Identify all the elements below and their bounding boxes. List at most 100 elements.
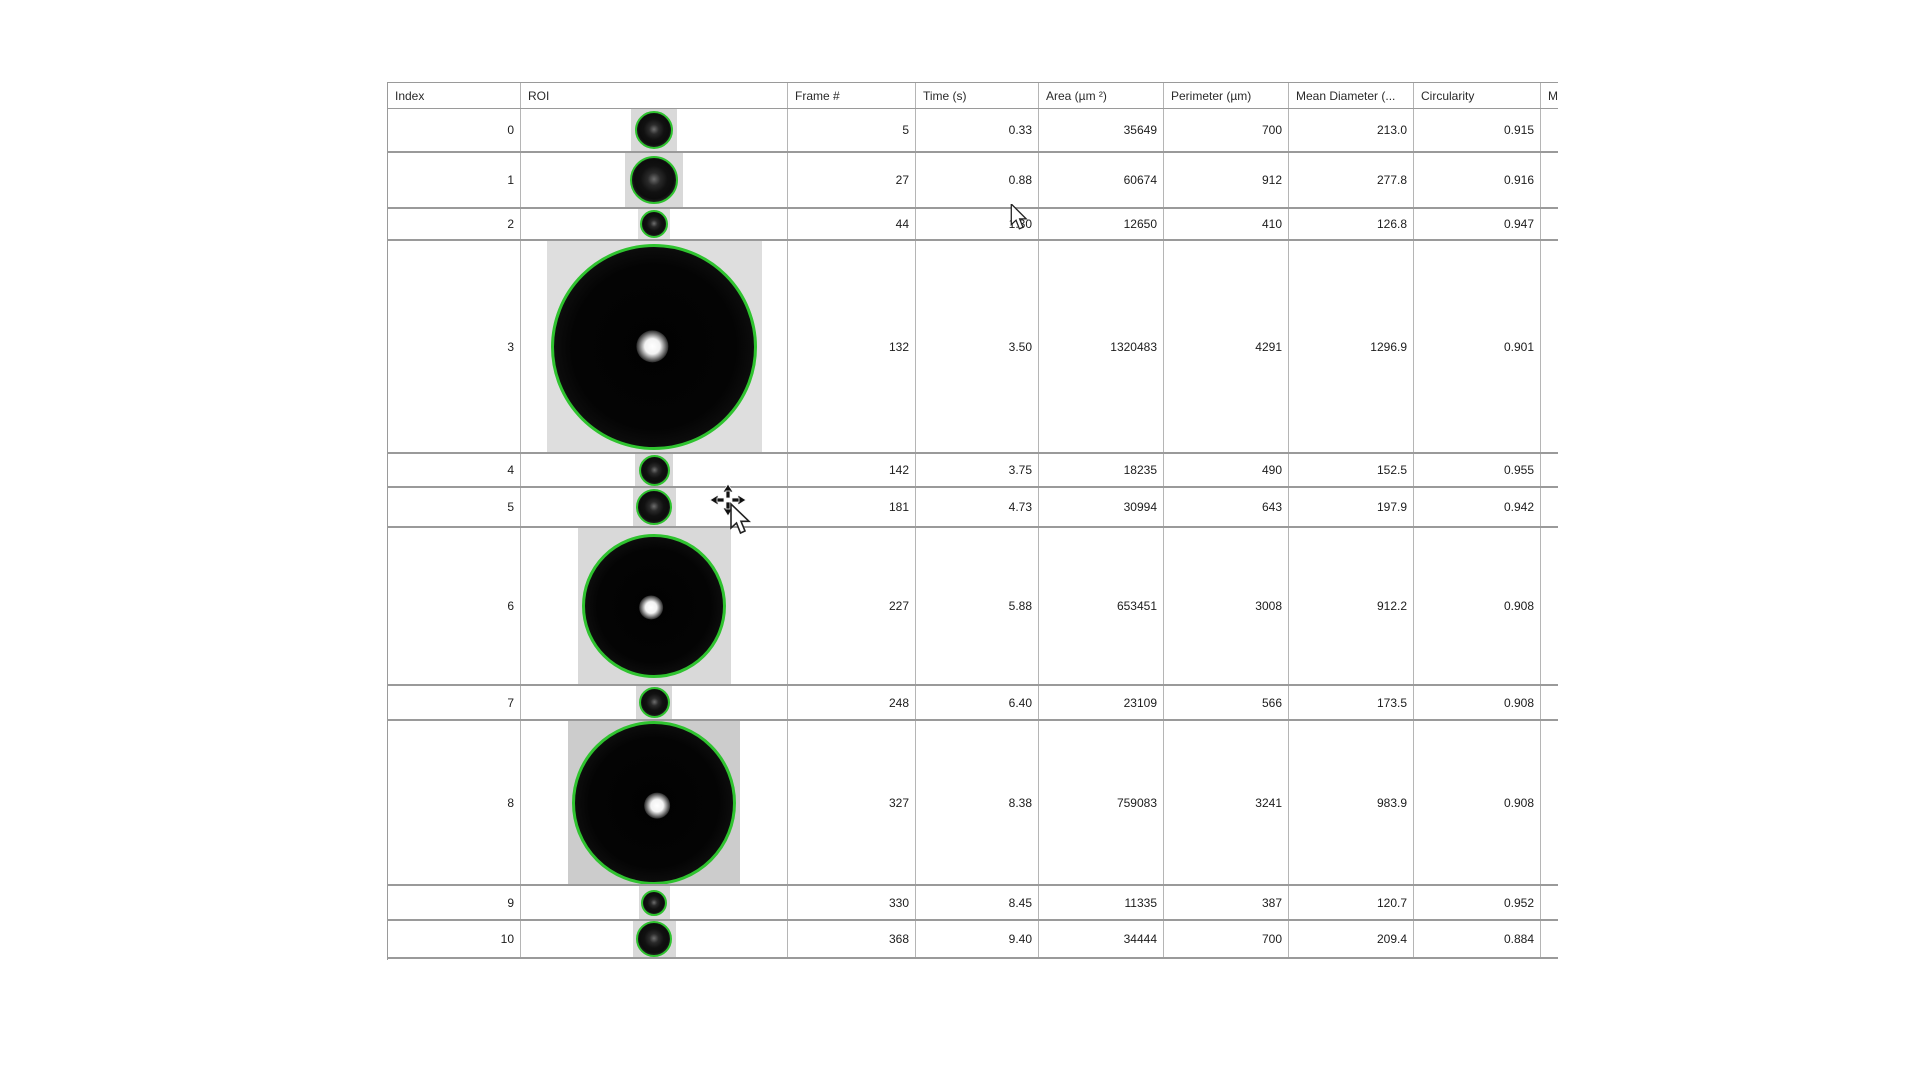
cell-m (1541, 686, 1558, 719)
cell-perimeter: 912 (1164, 153, 1289, 207)
table-row[interactable]: 7 248 6.40 23109 566 173.5 0.908 (388, 686, 1558, 721)
column-header-perimeter[interactable]: Perimeter (µm) (1164, 83, 1289, 108)
cell-perimeter: 490 (1164, 454, 1289, 486)
cell-circularity: 0.901 (1414, 241, 1541, 452)
cell-time: 0.88 (916, 153, 1039, 207)
cell-index: 0 (388, 109, 521, 151)
droplet-roi-image (638, 454, 670, 486)
cell-circularity: 0.952 (1414, 886, 1541, 919)
cell-circularity: 0.908 (1414, 528, 1541, 684)
cell-mean-diameter: 209.4 (1289, 921, 1414, 957)
cell-index: 1 (388, 153, 521, 207)
cell-roi (521, 528, 788, 684)
cell-area: 35649 (1039, 109, 1164, 151)
cell-mean-diameter: 152.5 (1289, 454, 1414, 486)
table-row[interactable]: 5 181 4.73 30994 643 197.9 0.942 (388, 488, 1558, 528)
droplet-roi-image (636, 921, 672, 957)
roi-thumbnail (546, 241, 762, 452)
cell-roi (521, 886, 788, 919)
cell-perimeter: 3241 (1164, 721, 1289, 884)
cell-perimeter: 566 (1164, 686, 1289, 719)
cell-frame: 248 (788, 686, 916, 719)
column-header-m-truncated[interactable]: M (1548, 88, 1558, 103)
cell-frame: 5 (788, 109, 916, 151)
cell-m (1541, 454, 1558, 486)
cell-perimeter: 700 (1164, 921, 1289, 957)
cell-m (1541, 241, 1558, 452)
cell-perimeter: 410 (1164, 209, 1289, 239)
column-header-area[interactable]: Area (µm ²) (1039, 83, 1164, 108)
cell-roi (521, 209, 788, 239)
cell-time: 3.75 (916, 454, 1039, 486)
cell-roi (521, 686, 788, 719)
table-row[interactable]: 1 27 0.88 60674 912 277.8 0.916 (388, 153, 1558, 209)
droplet-roi-image (638, 687, 670, 718)
cell-area: 1320483 (1039, 241, 1164, 452)
cell-time: 8.45 (916, 886, 1039, 919)
cell-roi (521, 721, 788, 884)
cell-area: 34444 (1039, 921, 1164, 957)
cell-m (1541, 109, 1558, 151)
cell-mean-diameter: 213.0 (1289, 109, 1414, 151)
cell-mean-diameter: 120.7 (1289, 886, 1414, 919)
cell-area: 12650 (1039, 209, 1164, 239)
cell-circularity: 0.908 (1414, 686, 1541, 719)
roi-thumbnail (568, 721, 740, 884)
table-row[interactable]: 10 368 9.40 34444 700 209.4 0.884 (388, 921, 1558, 959)
table-row[interactable]: 6 227 5.88 653451 3008 912.2 0.908 (388, 528, 1558, 686)
cell-roi (521, 488, 788, 526)
cell-circularity: 0.947 (1414, 209, 1541, 239)
column-header-roi[interactable]: ROI (521, 83, 788, 108)
cell-mean-diameter: 197.9 (1289, 488, 1414, 526)
droplet-roi-image (635, 111, 673, 149)
table-row[interactable]: 4 142 3.75 18235 490 152.5 0.955 (388, 454, 1558, 488)
cell-perimeter: 4291 (1164, 241, 1289, 452)
cell-mean-diameter: 173.5 (1289, 686, 1414, 719)
cell-mean-diameter: 277.8 (1289, 153, 1414, 207)
cell-perimeter: 3008 (1164, 528, 1289, 684)
cell-frame: 44 (788, 209, 916, 239)
cell-time: 9.40 (916, 921, 1039, 957)
cell-perimeter: 700 (1164, 109, 1289, 151)
cell-circularity: 0.908 (1414, 721, 1541, 884)
cell-frame: 132 (788, 241, 916, 452)
table-row[interactable]: 9 330 8.45 11335 387 120.7 0.952 (388, 886, 1558, 921)
table-row[interactable]: 0 5 0.33 35649 700 213.0 0.915 (388, 109, 1558, 153)
cell-area: 653451 (1039, 528, 1164, 684)
cell-frame: 327 (788, 721, 916, 884)
table-row[interactable]: 3 132 3.50 1320483 4291 1296.9 0.901 (388, 241, 1558, 454)
roi-thumbnail (631, 109, 677, 151)
cell-index: 6 (388, 528, 521, 684)
column-header-circularity[interactable]: Circularity (1414, 83, 1541, 108)
cell-roi (521, 454, 788, 486)
cell-time: 1.30 (916, 209, 1039, 239)
cell-circularity: 0.915 (1414, 109, 1541, 151)
column-header-time[interactable]: Time (s) (916, 83, 1039, 108)
cell-perimeter: 387 (1164, 886, 1289, 919)
cell-frame: 227 (788, 528, 916, 684)
cell-frame: 368 (788, 921, 916, 957)
column-header-frame[interactable]: Frame # (788, 83, 916, 108)
cell-area: 60674 (1039, 153, 1164, 207)
cell-mean-diameter: 983.9 (1289, 721, 1414, 884)
cell-m (1541, 488, 1558, 526)
cell-circularity: 0.955 (1414, 454, 1541, 486)
cell-perimeter: 643 (1164, 488, 1289, 526)
column-header-mean-diameter[interactable]: Mean Diameter (... (1289, 83, 1414, 108)
column-header-index[interactable]: Index (388, 83, 521, 108)
roi-thumbnail (625, 153, 683, 207)
droplet-roi-image (641, 889, 667, 916)
cell-time: 6.40 (916, 686, 1039, 719)
cell-m (1541, 721, 1558, 884)
cell-index: 9 (388, 886, 521, 919)
cell-area: 11335 (1039, 886, 1164, 919)
cell-time: 4.73 (916, 488, 1039, 526)
table-row[interactable]: 2 44 1.30 12650 410 126.8 0.947 (388, 209, 1558, 241)
cell-circularity: 0.884 (1414, 921, 1541, 957)
cell-circularity: 0.916 (1414, 153, 1541, 207)
table-row[interactable]: 8 327 8.38 759083 3241 983.9 0.908 (388, 721, 1558, 886)
cell-area: 23109 (1039, 686, 1164, 719)
cell-m (1541, 921, 1558, 957)
cell-roi (521, 921, 788, 957)
cell-mean-diameter: 126.8 (1289, 209, 1414, 239)
